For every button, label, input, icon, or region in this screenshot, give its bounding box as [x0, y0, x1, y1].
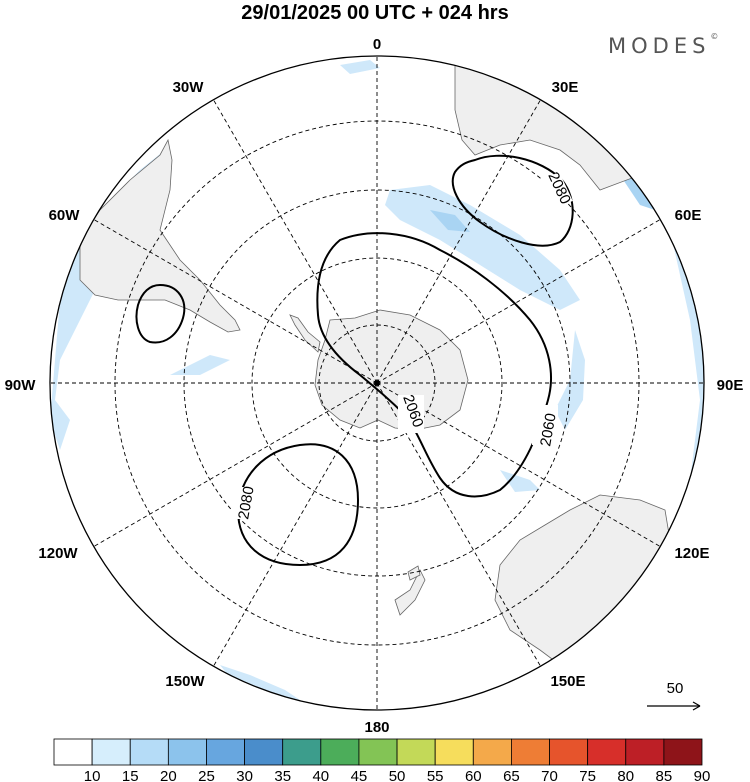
colorbar-swatch [167, 738, 207, 766]
colorbar-swatch [549, 738, 589, 766]
colorbar-tick-label: 15 [122, 768, 139, 782]
vector-legend-arrowhead [692, 701, 701, 711]
colorbar: 10 15 20 25 30 35 40 45 50 55 60 65 70 75 80 85 90 [53, 738, 711, 782]
south-pole-marker [374, 380, 380, 386]
contour-2060-polar [316, 232, 552, 498]
lon-label-60e: 60E [675, 207, 702, 224]
colorbar-swatch [320, 738, 360, 766]
colorbar-tick-label: 70 [541, 768, 558, 782]
colorbar-tick-label: 45 [351, 768, 368, 782]
contour-2080-atlantic [451, 154, 574, 247]
contour-label-2080-pacific: 2080 [235, 485, 258, 521]
longitude-labels: 0 30E 60E 90E 120E 150E 180 150W 120W 90… [5, 36, 744, 736]
colorbar-tick-label: 60 [465, 768, 482, 782]
brand-logo: MODES© [608, 32, 719, 58]
colorbar-swatch [434, 738, 474, 766]
lon-label-0: 0 [373, 36, 381, 53]
colorbar-tick-label: 85 [656, 768, 673, 782]
meridian-line [376, 219, 661, 384]
lon-label-120w: 120W [38, 545, 78, 562]
colorbar-tick-label: 25 [198, 768, 215, 782]
lon-label-90e: 90E [717, 377, 744, 394]
lon-label-150e: 150E [550, 673, 585, 690]
meridian-line [376, 382, 661, 547]
meridian-line [376, 382, 541, 667]
contours [135, 154, 574, 567]
colorbar-swatch [472, 738, 512, 766]
lon-label-180: 180 [364, 719, 389, 736]
colorbar-tick-label: 40 [312, 768, 329, 782]
new-zealand-south [394, 569, 426, 616]
contour-label-2060-indian: 2060 [537, 412, 560, 448]
colorbar-swatch [625, 738, 665, 766]
meridian-line [376, 99, 541, 384]
australia [494, 494, 671, 666]
vector-legend-label: 50 [667, 680, 684, 697]
colorbar-tick-label: 20 [160, 768, 177, 782]
brand-name: MODES [608, 34, 711, 58]
lon-label-30e: 30E [552, 79, 579, 96]
colorbar-swatch [282, 738, 322, 766]
map-disk: 2080 2080 2060 2060 [50, 56, 704, 710]
colorbar-tick-label: 35 [274, 768, 291, 782]
brand-mark: © [710, 32, 719, 41]
colorbar-tick-label: 10 [84, 768, 101, 782]
lon-label-120e: 120E [674, 545, 709, 562]
contour-low-south-america [135, 283, 186, 344]
lon-label-60w: 60W [49, 207, 81, 224]
colorbar-swatch [587, 738, 627, 766]
new-zealand-north [407, 565, 421, 581]
colorbar-tick-label: 30 [236, 768, 253, 782]
meridian-line [213, 99, 378, 384]
map-boundary [49, 55, 705, 711]
colorbar-tick-label: 55 [427, 768, 444, 782]
antarctic-peninsula [289, 314, 321, 353]
antarctica [314, 309, 469, 431]
colorbar-swatch [396, 738, 436, 766]
lon-label-150w: 150W [165, 673, 205, 690]
lon-label-90w: 90W [5, 377, 37, 394]
colorbar-tick-label: 80 [617, 768, 634, 782]
south-america [79, 138, 241, 333]
colorbar-swatch [129, 738, 169, 766]
meridian-line [93, 219, 378, 384]
colorbar-swatch [244, 738, 284, 766]
colorbar-swatch [206, 738, 245, 766]
lon-label-30w: 30W [173, 79, 205, 96]
meridian-line [213, 382, 378, 667]
contour-labels: 2080 2080 2060 2060 [232, 170, 574, 521]
colorbar-swatch [358, 738, 398, 766]
contour-2080-pacific [236, 443, 360, 567]
colorbar-swatch [53, 738, 93, 766]
colorbar-swatch [663, 738, 703, 766]
colorbar-swatch [511, 738, 550, 766]
land [79, 56, 671, 666]
colorbar-tick-label: 90 [694, 768, 711, 782]
colorbar-tick-label: 75 [579, 768, 596, 782]
colorbar-swatch [91, 738, 131, 766]
meridian-line [93, 382, 378, 547]
meridians [50, 56, 704, 710]
vector-legend: 50 [647, 680, 701, 711]
map-title: 29/01/2025 00 UTC + 024 hrs [241, 2, 509, 24]
colorbar-tick-label: 65 [503, 768, 520, 782]
colorbar-tick-label: 50 [389, 768, 406, 782]
